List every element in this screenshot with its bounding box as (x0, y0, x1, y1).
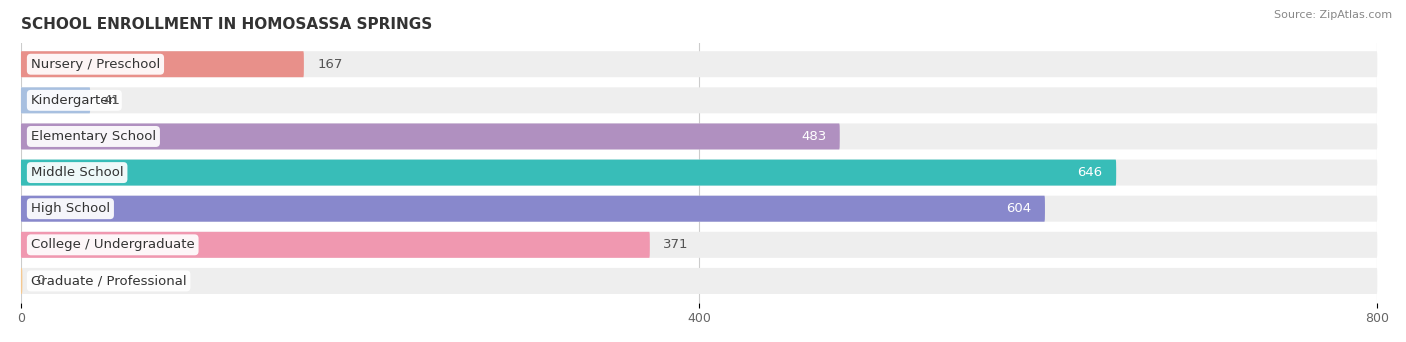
Text: Source: ZipAtlas.com: Source: ZipAtlas.com (1274, 10, 1392, 20)
FancyBboxPatch shape (21, 87, 1378, 113)
Text: 0: 0 (37, 274, 45, 287)
FancyBboxPatch shape (21, 51, 304, 77)
Text: Elementary School: Elementary School (31, 130, 156, 143)
FancyBboxPatch shape (21, 160, 1116, 186)
Text: Graduate / Professional: Graduate / Professional (31, 274, 187, 287)
FancyBboxPatch shape (21, 232, 1378, 258)
Text: SCHOOL ENROLLMENT IN HOMOSASSA SPRINGS: SCHOOL ENROLLMENT IN HOMOSASSA SPRINGS (21, 17, 432, 32)
FancyBboxPatch shape (21, 268, 1378, 294)
Text: 41: 41 (104, 94, 121, 107)
Text: Nursery / Preschool: Nursery / Preschool (31, 58, 160, 71)
Text: College / Undergraduate: College / Undergraduate (31, 238, 194, 251)
FancyBboxPatch shape (21, 87, 90, 113)
Text: Kindergarten: Kindergarten (31, 94, 118, 107)
FancyBboxPatch shape (21, 123, 839, 149)
Text: 646: 646 (1077, 166, 1102, 179)
FancyBboxPatch shape (21, 232, 650, 258)
Text: 167: 167 (318, 58, 343, 71)
FancyBboxPatch shape (21, 123, 1378, 149)
Text: 371: 371 (664, 238, 689, 251)
FancyBboxPatch shape (21, 51, 1378, 77)
FancyBboxPatch shape (21, 196, 1378, 222)
FancyBboxPatch shape (21, 196, 1045, 222)
Text: High School: High School (31, 202, 110, 215)
Text: 604: 604 (1007, 202, 1032, 215)
Text: 483: 483 (801, 130, 827, 143)
FancyBboxPatch shape (21, 268, 22, 294)
FancyBboxPatch shape (21, 160, 1378, 186)
Text: Middle School: Middle School (31, 166, 124, 179)
